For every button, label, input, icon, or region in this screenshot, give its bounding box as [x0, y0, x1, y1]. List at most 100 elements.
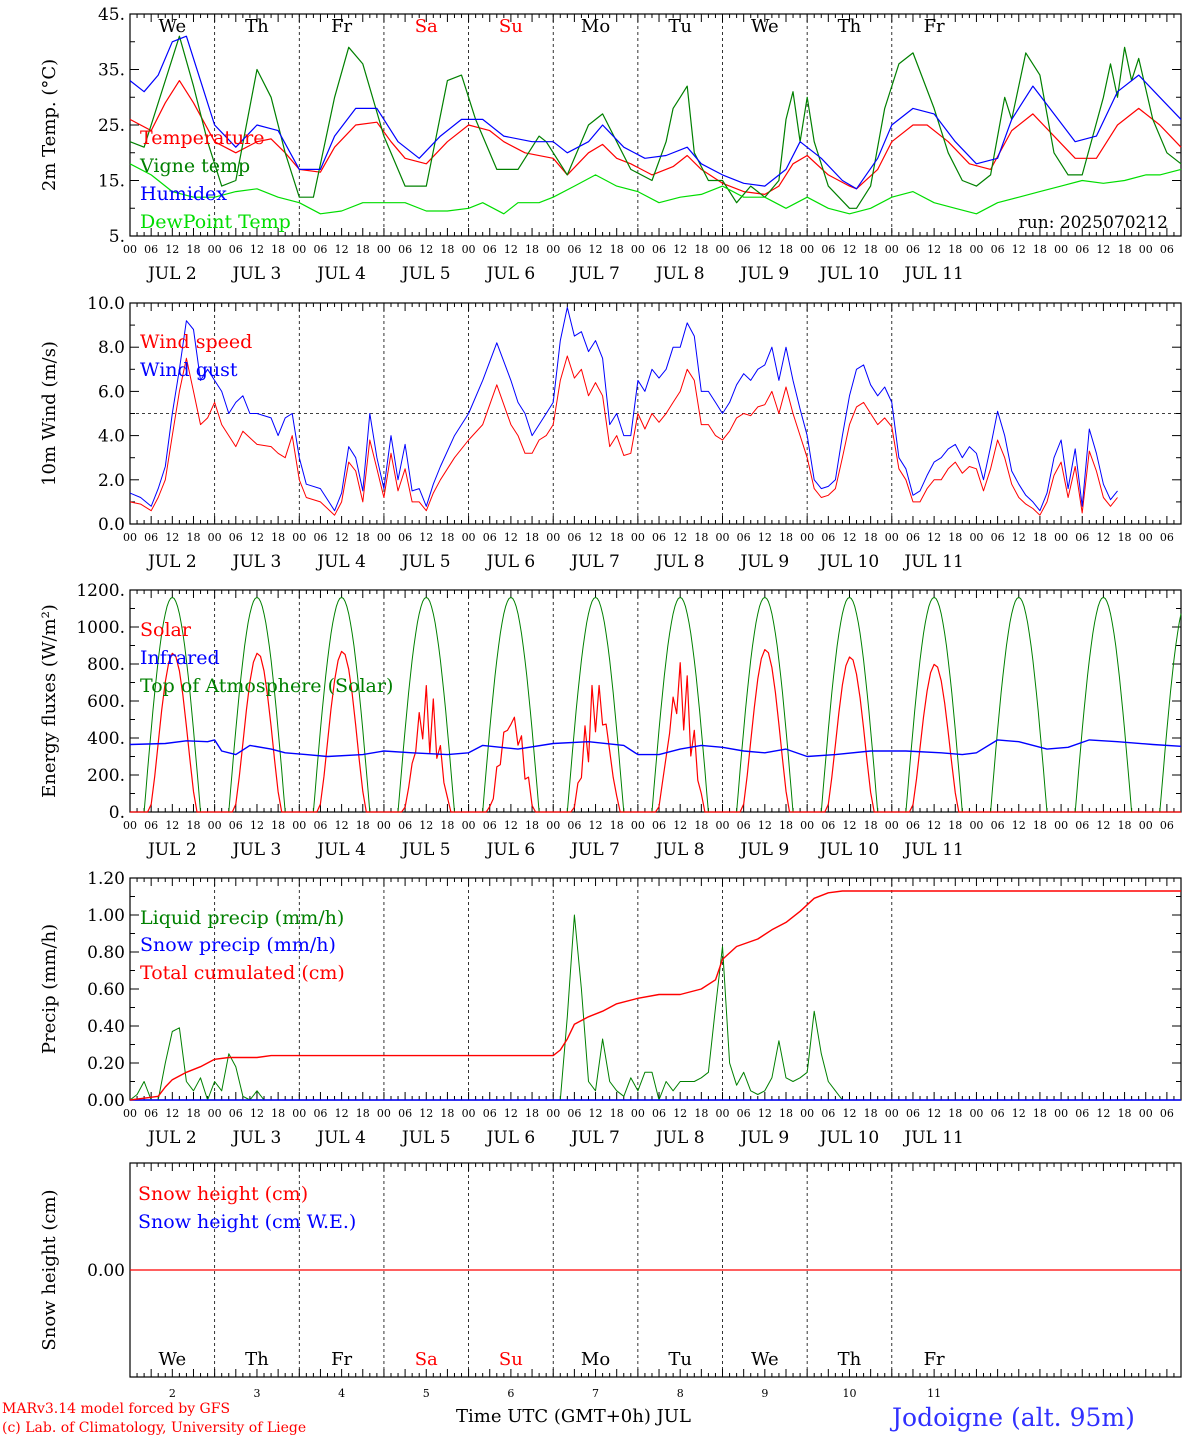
legend-entry: Temperature: [140, 127, 264, 149]
hour-tick-label: 18: [356, 243, 370, 256]
legend-entry: Snow height (cm): [138, 1183, 308, 1205]
hour-tick-label: 00: [1054, 243, 1068, 256]
hour-tick-label: 18: [1033, 1107, 1047, 1120]
series-line-infrared: [129, 739, 1182, 758]
date-label: JUL 7: [569, 840, 620, 860]
day-number-label: 7: [592, 1387, 599, 1400]
hour-tick-label: 12: [758, 531, 772, 544]
hour-tick-label: 00: [885, 819, 899, 832]
hour-tick-label: 06: [567, 243, 581, 256]
hour-tick-label: 00: [1139, 819, 1153, 832]
hour-tick-label: 18: [610, 819, 624, 832]
hour-tick-label: 00: [631, 243, 645, 256]
y-axis-label: 2m Temp. (°C): [39, 59, 60, 191]
y-tick-label: 10.0: [87, 294, 125, 314]
hour-tick-label: 06: [398, 243, 412, 256]
hour-tick-label: 18: [779, 243, 793, 256]
hour-tick-label: 12: [1096, 819, 1110, 832]
hour-tick-label: 00: [462, 819, 476, 832]
hour-tick-label: 12: [1012, 819, 1026, 832]
hour-tick-label: 12: [589, 819, 603, 832]
hour-tick-label: 12: [673, 819, 687, 832]
hour-tick-label: 18: [186, 819, 200, 832]
y-axis-label: 10m Wind (m/s): [39, 341, 60, 486]
hour-tick-label: 12: [250, 1107, 264, 1120]
hour-tick-label: 00: [123, 1107, 137, 1120]
hour-tick-label: 18: [186, 531, 200, 544]
date-label: JUL 3: [231, 840, 282, 860]
hour-tick-label: 12: [1012, 1107, 1026, 1120]
weekday-label: We: [158, 1349, 186, 1370]
weekday-label: Fr: [331, 1349, 352, 1370]
hour-tick-label: 00: [631, 531, 645, 544]
series-line-humidex: [129, 35, 1182, 190]
y-tick-label: 4.0: [98, 427, 125, 447]
hour-tick-label: 12: [758, 819, 772, 832]
date-label: JUL 3: [231, 264, 282, 284]
hour-tick-label: 00: [1139, 1107, 1153, 1120]
y-tick-label: 0.0: [98, 515, 125, 535]
hour-tick-label: 12: [1012, 243, 1026, 256]
hour-tick-label: 06: [652, 243, 666, 256]
y-tick-label: 6.0: [98, 382, 125, 402]
hour-tick-label: 00: [969, 243, 983, 256]
hour-tick-label: 18: [864, 819, 878, 832]
hour-tick-label: 06: [483, 819, 497, 832]
precipitation-panel: 00 06 12 18 00 06 12 18 00 06 12 18 00 06 12 18 00 06 12 18…: [39, 869, 1182, 1148]
hour-tick-label: 06: [313, 243, 327, 256]
legend-entry: Vigne temp: [139, 155, 250, 177]
hour-tick-label: 12: [165, 819, 179, 832]
hour-tick-label: 12: [842, 531, 856, 544]
date-label: JUL 3: [231, 552, 282, 572]
hour-tick-label: 06: [1160, 531, 1174, 544]
hour-tick-label: 18: [610, 1107, 624, 1120]
hour-tick-label: 12: [504, 531, 518, 544]
hour-tick-label: 06: [229, 531, 243, 544]
hour-tick-label: 18: [864, 1107, 878, 1120]
hour-tick-label: 00: [969, 819, 983, 832]
hour-tick-label: 18: [186, 1107, 200, 1120]
hour-tick-label: 18: [440, 243, 454, 256]
series-line-total-cumulated: [129, 890, 1181, 1101]
hour-tick-label: 18: [525, 243, 539, 256]
hour-tick-label: 00: [885, 1107, 899, 1120]
series-line-temperature: [129, 79, 1182, 195]
hour-tick-label: 06: [991, 531, 1005, 544]
hour-tick-label: 18: [440, 819, 454, 832]
hour-tick-label: 00: [292, 819, 306, 832]
date-label: JUL 2: [146, 552, 197, 572]
y-tick-label: 2.0: [98, 471, 125, 491]
hour-tick-label: 00: [716, 1107, 730, 1120]
run-label: run: 2025070212: [1019, 213, 1168, 233]
hour-tick-label: 06: [483, 243, 497, 256]
hour-tick-label: 06: [652, 819, 666, 832]
date-label: JUL 8: [654, 1128, 705, 1148]
hour-tick-label: 00: [377, 819, 391, 832]
hour-tick-label: 12: [1096, 1107, 1110, 1120]
hour-tick-label: 06: [567, 531, 581, 544]
hour-tick-label: 18: [779, 1107, 793, 1120]
hour-tick-label: 18: [1118, 531, 1132, 544]
hour-tick-label: 00: [123, 243, 137, 256]
weekday-label: Th: [245, 16, 269, 37]
y-tick-label: 800.: [87, 655, 125, 675]
date-label: JUL 6: [485, 1128, 536, 1148]
date-label: JUL 6: [485, 840, 536, 860]
credit-model: MARv3.14 model forced by GFS: [2, 1401, 231, 1417]
date-label: JUL 4: [315, 840, 366, 860]
date-label: JUL 11: [902, 1128, 963, 1148]
hour-tick-label: 12: [927, 819, 941, 832]
hour-tick-label: 06: [144, 243, 158, 256]
hour-tick-label: 12: [419, 1107, 433, 1120]
hour-tick-label: 12: [335, 243, 349, 256]
hour-tick-label: 12: [673, 1107, 687, 1120]
hour-tick-label: 12: [927, 1107, 941, 1120]
weekday-label: We: [158, 16, 186, 37]
hour-tick-label: 12: [927, 243, 941, 256]
credit-lab: (c) Lab. of Climatology, University of L…: [2, 1420, 307, 1436]
hour-tick-label: 06: [821, 819, 835, 832]
hour-tick-label: 00: [292, 243, 306, 256]
hour-tick-label: 12: [419, 243, 433, 256]
hour-tick-label: 06: [821, 531, 835, 544]
legend-entry: Infrared: [140, 647, 220, 669]
